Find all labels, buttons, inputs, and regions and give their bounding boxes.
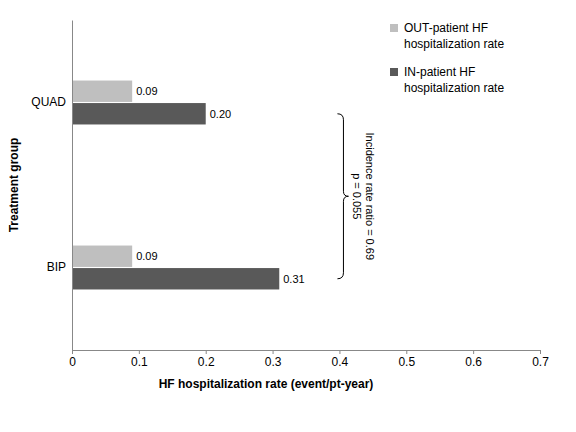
x-tick-mark [339,350,340,354]
x-tick: 0.7 [532,350,549,369]
bracket [337,114,348,279]
data-labels: 0.09 0.09 0.20 0.31 [136,85,305,285]
x-tick: 0.2 [198,350,215,369]
chart: 0.09 0.09 0.20 0.31 0 0.1 0.2 0.3 0.4 0.5 0.6 0.7 QU… [0,0,576,432]
y-tick: BIP [47,260,66,274]
annotation: Incidence rate ratio = 0.69p = 0.055 [351,133,376,261]
x-tick-mark [406,350,407,354]
x-tick: 0.5 [398,350,415,369]
x-tick: 0 [69,350,76,369]
y-tick-label: QUAD [31,95,66,109]
legend-item: IN-patient HFhospitalization rate [390,65,504,95]
bar [72,246,132,267]
x-axis: 0 0.1 0.2 0.3 0.4 0.5 0.6 0.7 [69,350,549,369]
x-tick: 0.1 [131,350,148,369]
y-axis-title: Treatment group [7,138,21,233]
x-tick-mark [473,350,474,354]
x-tick-mark [72,350,73,354]
x-tick-label: 0.4 [332,355,349,369]
data-label: 0.09 [136,85,157,97]
x-tick-label: 0.2 [198,355,215,369]
x-tick-label: 0.6 [465,355,482,369]
data-label: 0.20 [210,108,231,120]
x-tick-mark [206,350,207,354]
x-tick-label: 0.7 [532,355,549,369]
legend: OUT-patient HFhospitalization rate IN-pat… [390,21,504,95]
x-tick-label: 0.1 [131,355,148,369]
x-axis-line [73,351,541,355]
x-tick-label: 0.3 [265,355,282,369]
bar [72,268,279,289]
x-tick-mark [540,350,541,354]
x-tick-label: 0 [69,355,76,369]
data-label: 0.31 [283,273,304,285]
annotation-text: Incidence rate ratio = 0.69 [364,133,376,261]
x-tick-mark [139,350,140,354]
y-tick-label: BIP [47,260,66,274]
legend-swatch [390,68,398,76]
y-axis-line [72,21,73,351]
bar [72,81,132,102]
bars [72,81,279,290]
x-tick: 0.4 [332,350,349,369]
annotation-text: p = 0.055 [351,173,363,219]
x-tick: 0.3 [265,350,282,369]
bar [72,103,206,124]
legend-swatch [390,24,398,32]
x-axis-title: HF hospitalization rate (event/pt-year) [159,377,374,391]
legend-item: OUT-patient HFhospitalization rate [390,21,504,51]
x-tick-mark [273,350,274,354]
x-tick: 0.6 [465,350,482,369]
legend-label: IN-patient HFhospitalization rate [404,65,504,95]
y-axis: QUAD BIP [31,21,72,351]
legend-label: OUT-patient HFhospitalization rate [404,21,504,51]
y-tick: QUAD [31,95,66,109]
data-label: 0.09 [136,250,157,262]
x-tick-label: 0.5 [398,355,415,369]
